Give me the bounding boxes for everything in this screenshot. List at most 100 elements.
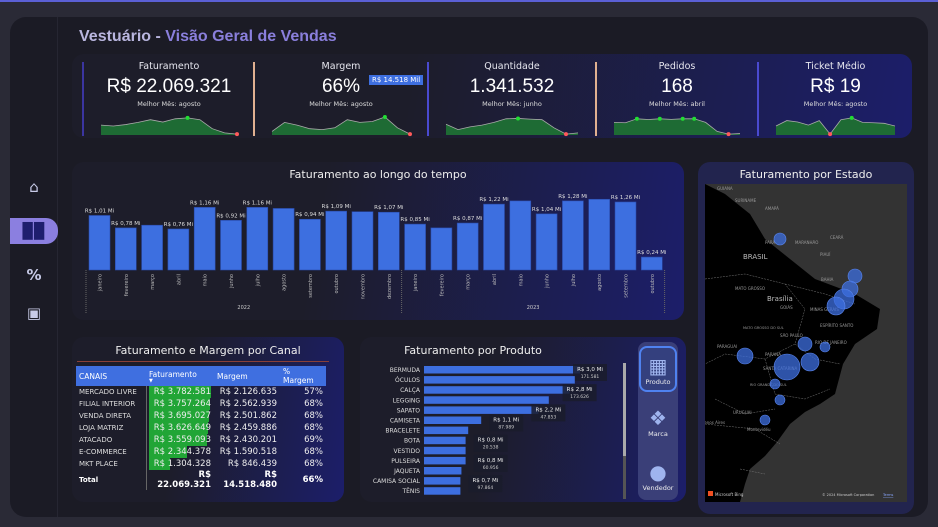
map-place-label: MATO GROSSO <box>735 286 765 291</box>
map-terms-link[interactable]: Terms <box>882 493 893 497</box>
x-tick-label: agosto <box>282 274 288 291</box>
state-bubble[interactable] <box>736 347 754 365</box>
x-tick-label: março <box>466 274 472 290</box>
time-bar[interactable] <box>193 207 216 271</box>
nav-calendar[interactable]: ▣ <box>10 300 58 326</box>
time-bar[interactable] <box>377 211 400 271</box>
cell-pct: 68% <box>304 399 323 409</box>
faturamento-value: R$ 3.626.649 <box>153 423 211 433</box>
col-margem[interactable]: Margem <box>214 366 280 386</box>
product-bar[interactable] <box>424 376 575 384</box>
cell-margem: R$ 2.501.862 <box>219 411 277 421</box>
table-row[interactable]: VENDA DIRETA R$ 3.695.027 R$ 2.501.862 68% <box>76 410 326 422</box>
nav-home[interactable]: ⌂ <box>10 174 58 200</box>
slicer-marca-label: Marca <box>648 430 668 438</box>
product-scrollbar[interactable] <box>623 363 626 499</box>
table-row[interactable]: LOJA MATRIZ R$ 3.626.649 R$ 2.459.886 68% <box>76 422 326 434</box>
product-label: CAMISA SOCIAL <box>373 478 421 485</box>
nav-percent[interactable]: % <box>10 262 58 288</box>
x-tick-label: julho <box>571 274 577 287</box>
map-place-label: RIO GRANDE DO SUL <box>750 383 787 387</box>
table-row[interactable]: FILIAL INTERIOR R$ 3.757.264 R$ 2.562.939 6… <box>76 398 326 410</box>
product-value-label: R$ 0,8 Mi <box>478 458 504 464</box>
state-bubble[interactable] <box>800 352 820 372</box>
state-bubble[interactable] <box>819 341 831 353</box>
cell-pct: 69% <box>304 435 323 445</box>
product-bar[interactable] <box>424 416 482 425</box>
col-faturamento[interactable]: Faturamento ▼ <box>146 366 214 386</box>
state-bubble[interactable] <box>774 394 786 406</box>
product-bar[interactable] <box>424 456 466 465</box>
col-canais[interactable]: CANAIS <box>76 366 146 386</box>
product-bar[interactable] <box>424 366 580 374</box>
nav-charts[interactable]: ▉▉ <box>10 218 58 244</box>
time-bar[interactable] <box>351 211 374 271</box>
data-bar <box>148 386 211 398</box>
time-bar[interactable] <box>614 201 637 271</box>
time-bar[interactable] <box>299 218 321 271</box>
slicer-produto[interactable]: ▦ Produto <box>639 346 677 392</box>
time-bar[interactable] <box>325 210 347 271</box>
map-place-label: RIO DE JANEIRO <box>815 340 847 345</box>
product-bar[interactable] <box>424 446 466 455</box>
time-bar[interactable] <box>246 207 269 271</box>
time-bar[interactable] <box>272 208 295 271</box>
table-row[interactable]: MERCADO LIVRE R$ 3.782.581 R$ 2.126.635 57% <box>76 386 326 398</box>
time-bar[interactable] <box>588 198 611 271</box>
year-label: 2022 <box>237 305 250 311</box>
time-bar[interactable] <box>88 215 111 271</box>
data-bar <box>148 458 170 470</box>
state-bubble[interactable] <box>773 353 801 381</box>
time-bar[interactable] <box>509 200 532 271</box>
x-tick-label: agosto <box>597 274 603 291</box>
kpi-best-month: Melhor Mês: agosto <box>137 100 201 108</box>
product-bar[interactable] <box>424 406 539 414</box>
product-bar[interactable] <box>424 467 462 475</box>
home-icon: ⌂ <box>29 178 39 196</box>
kpi-card-2: Quantidade 1.341.532 Melhor Mês: junho <box>429 54 595 138</box>
table-row[interactable]: E-COMMERCE R$ 2.344.378 R$ 1.590.518 68% <box>76 446 326 458</box>
x-tick-label: julho <box>255 274 261 287</box>
map-place-label: BRASIL <box>743 253 768 261</box>
time-bar[interactable] <box>640 256 663 271</box>
time-bar[interactable] <box>404 223 426 271</box>
product-bar[interactable] <box>424 386 570 394</box>
slicer-vendedor[interactable]: ● Vendedor <box>639 454 677 500</box>
state-bubble[interactable] <box>797 336 813 352</box>
state-bubble[interactable] <box>759 414 771 426</box>
col-pct-margem[interactable]: % Margem <box>280 366 326 386</box>
time-bar[interactable] <box>114 227 137 271</box>
product-bar[interactable] <box>424 477 461 485</box>
map-place-label: PARAGUAI <box>717 344 737 349</box>
state-bubble[interactable] <box>773 232 787 246</box>
best-point <box>692 116 697 121</box>
sidebar: ⌂ ▉▉ % ▣ <box>10 17 58 517</box>
state-bubble[interactable] <box>826 296 846 316</box>
channel-table: CANAIS Faturamento ▼ Margem % Margem MERC… <box>76 366 326 490</box>
time-bar[interactable] <box>535 213 558 271</box>
total-pct: 66% <box>302 475 323 485</box>
cell-canal: ATACADO <box>76 434 147 446</box>
product-bar[interactable] <box>424 487 461 495</box>
table-row[interactable]: ATACADO R$ 3.559.093 R$ 2.430.201 69% <box>76 434 326 446</box>
time-bar[interactable] <box>483 203 505 271</box>
cell-canal: LOJA MATRIZ <box>76 422 147 434</box>
worst-point <box>726 132 731 137</box>
state-bubble[interactable] <box>769 378 781 390</box>
scrollbar-thumb[interactable] <box>623 363 626 456</box>
time-bar[interactable] <box>141 224 163 271</box>
time-bar[interactable] <box>430 227 453 271</box>
map[interactable]: GUIANA SURINAME AMAPÁ PARÁ MARANHÃO CEARÁ PIAU… <box>705 184 907 502</box>
table-row[interactable]: MKT PLACE R$ 1.304.328 R$ 846.439 68% <box>76 458 326 470</box>
time-bar[interactable] <box>167 228 190 271</box>
cell-canal: E-COMMERCE <box>76 446 147 458</box>
time-bar-label: R$ 0,92 Mi <box>216 213 246 219</box>
product-bar[interactable] <box>424 436 466 445</box>
product-bar[interactable] <box>424 396 549 404</box>
time-bar[interactable] <box>562 200 584 271</box>
slicer-marca[interactable]: ❖ Marca <box>639 400 677 446</box>
product-qty-label: 173.626 <box>570 394 589 400</box>
product-bar[interactable] <box>424 426 469 435</box>
time-bar[interactable] <box>456 222 479 271</box>
time-bar[interactable] <box>220 220 242 271</box>
